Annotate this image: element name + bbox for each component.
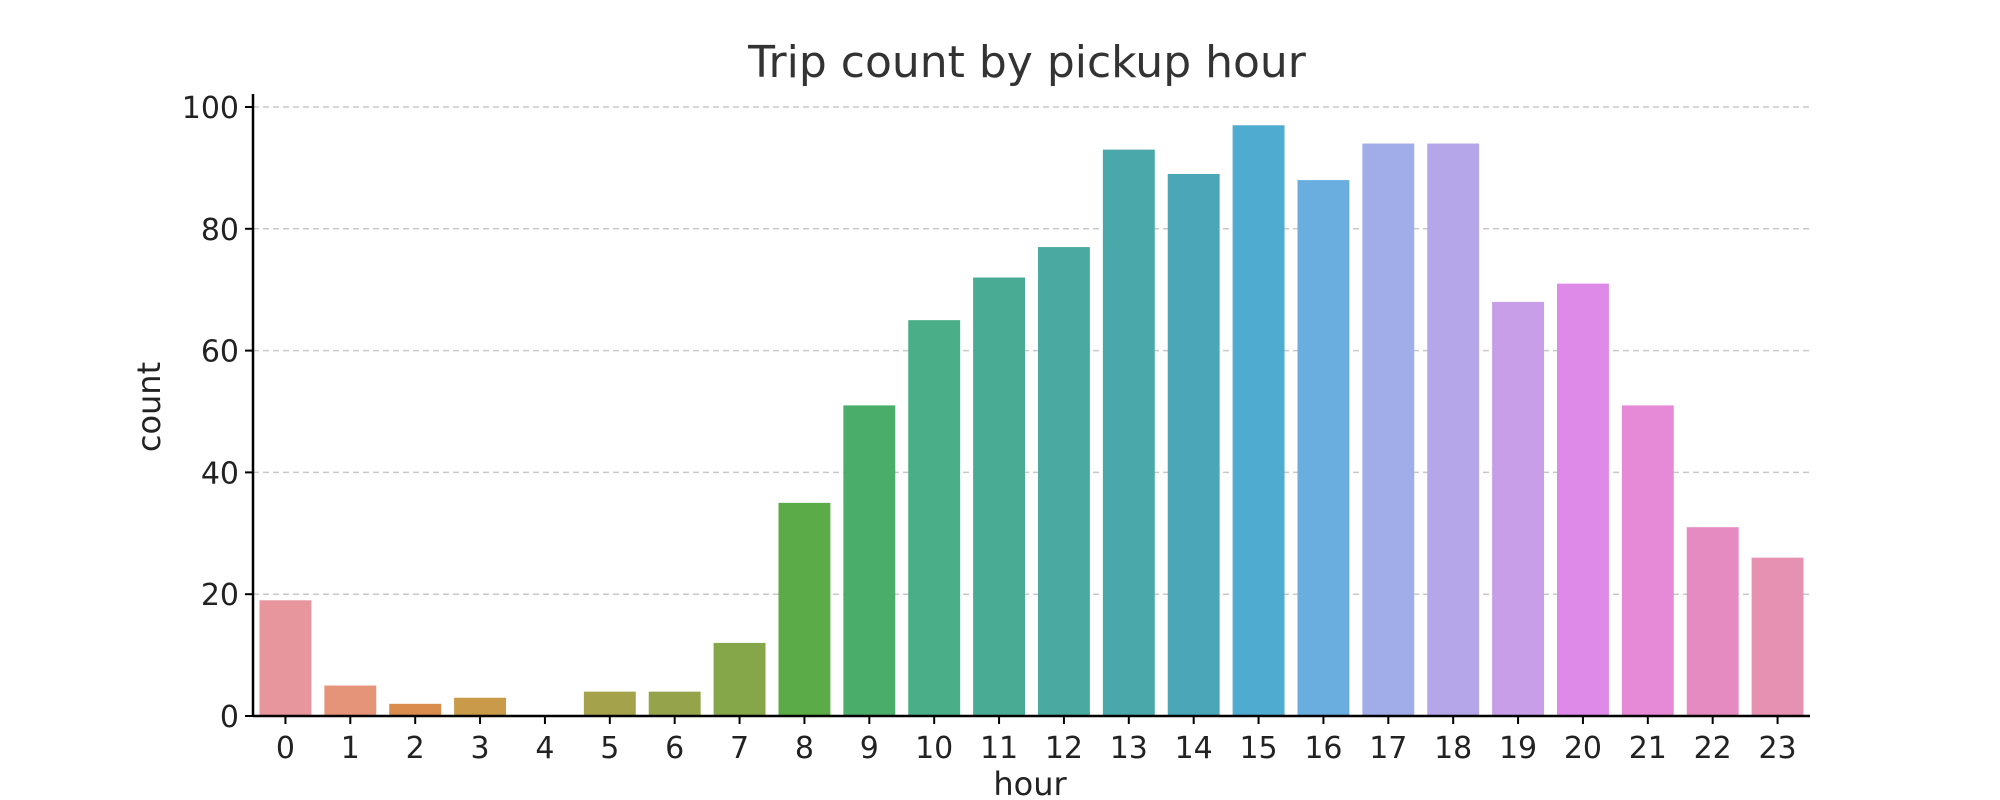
bar-hour-20	[1556, 283, 1609, 716]
bar-hour-17	[1362, 143, 1415, 717]
x-tick-label: 7	[730, 731, 749, 766]
x-tick-label: 2	[406, 731, 425, 766]
x-tick-label: 17	[1369, 731, 1407, 766]
bar-hour-23	[1751, 557, 1804, 716]
chart-title: Trip count by pickup hour	[747, 37, 1307, 88]
y-tick-label: 80	[201, 213, 239, 248]
bar-hour-16	[1297, 180, 1350, 716]
x-tick-label: 0	[276, 731, 295, 766]
x-tick-label: 19	[1499, 731, 1537, 766]
bar-hour-12	[1037, 247, 1090, 716]
x-tick-label: 23	[1758, 731, 1796, 766]
y-tick-label: 60	[201, 335, 239, 370]
x-tick-label: 16	[1304, 731, 1342, 766]
x-axis: 0 1 2 3 4 5 6 7 8 9 10 11 12 13 14 15 16 17 18 19 20 21 22 23	[253, 714, 1810, 766]
bar-hour-15	[1232, 125, 1285, 716]
bar-hour-8	[778, 502, 831, 716]
x-tick-label: 5	[600, 731, 619, 766]
x-tick-label: 9	[860, 731, 879, 766]
bar-hour-13	[1102, 149, 1155, 716]
x-tick-label: 10	[915, 731, 953, 766]
x-tick-label: 13	[1110, 731, 1148, 766]
x-tick-label: 3	[471, 731, 490, 766]
bar-hour-0	[259, 600, 312, 716]
x-tick-label: 15	[1239, 731, 1277, 766]
x-tick-label: 20	[1564, 731, 1602, 766]
bar-hour-22	[1686, 527, 1739, 716]
x-tick-label: 8	[795, 731, 814, 766]
bar-hour-3	[454, 697, 507, 716]
x-tick-label: 1	[341, 731, 360, 766]
bar-hour-11	[973, 277, 1026, 716]
bar-hour-2	[389, 703, 442, 716]
bars	[259, 125, 1804, 717]
x-axis-title: hour	[993, 765, 1067, 800]
bar-hour-6	[648, 691, 701, 716]
y-axis: 0 20 40 60 80 100	[182, 91, 255, 735]
bar-hour-9	[843, 405, 896, 716]
x-tick-label: 12	[1045, 731, 1083, 766]
y-tick-label: 100	[182, 91, 239, 126]
x-tick-label: 6	[665, 731, 684, 766]
bar-hour-10	[908, 320, 961, 716]
bar-hour-5	[583, 691, 636, 716]
x-tick-label: 21	[1629, 731, 1667, 766]
bar-hour-18	[1427, 143, 1480, 717]
x-tick-label: 22	[1694, 731, 1732, 766]
x-tick-label: 11	[980, 731, 1018, 766]
y-tick-label: 0	[220, 700, 239, 735]
bar-hour-1	[324, 685, 377, 716]
bar-hour-19	[1492, 301, 1545, 716]
bar-hour-14	[1167, 173, 1220, 717]
y-axis-title: count	[130, 362, 168, 452]
y-tick-label: 40	[201, 456, 239, 491]
x-tick-label: 4	[535, 731, 554, 766]
bar-hour-21	[1621, 405, 1674, 716]
x-tick-label: 18	[1434, 731, 1472, 766]
x-tick-label: 14	[1175, 731, 1213, 766]
y-tick-label: 20	[201, 578, 239, 613]
bar-hour-7	[713, 642, 766, 716]
